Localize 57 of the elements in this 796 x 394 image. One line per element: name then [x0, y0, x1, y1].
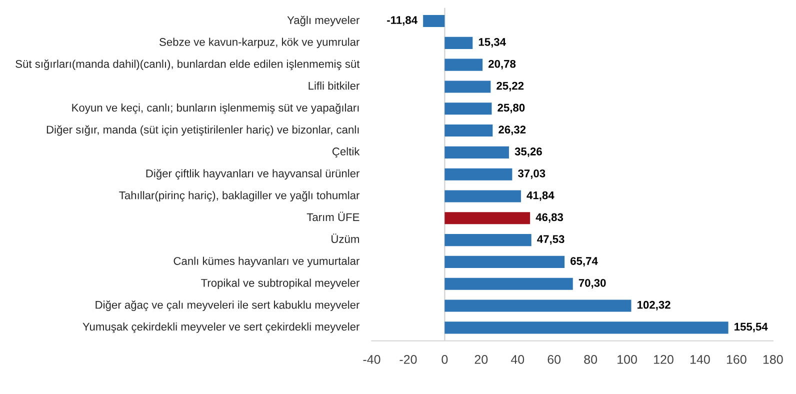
x-tick-label: 0: [442, 355, 448, 364]
x-tick-label: 100: [618, 355, 637, 364]
y-tick-label: Canlı kümes hayvanları ve yumurtalar: [174, 256, 360, 268]
y-tick-label: Yağlı meyveler: [287, 16, 360, 26]
y-tick-label: Sebze ve kavun-karpuz, kök ve yumrular: [160, 38, 360, 48]
y-tick-label: Tahıllar(pirinç hariç), baklagiller ve yağlı tohumlar: [119, 190, 360, 202]
data-label: -11,84: [387, 16, 418, 26]
data-label: 25,22: [496, 82, 524, 92]
bar: [444, 80, 491, 93]
data-label: 35,26: [514, 148, 542, 158]
bar: [444, 124, 493, 137]
y-tick-label: Çeltik: [332, 147, 360, 158]
data-label: 15,34: [478, 38, 506, 48]
y-tick-label: Yumuşak çekirdekli meyveler ve sert çekirdekli meyveler: [82, 322, 360, 333]
bar: [444, 212, 530, 224]
data-label: 25,80: [498, 104, 525, 114]
y-tick-label: Lifli bitkiler: [308, 82, 360, 90]
x-tick-label: 80: [584, 355, 598, 364]
y-tick-label: Tarım ÜFE: [306, 212, 360, 222]
y-tick-label: Diğer sığır, manda (süt için yetiştirilenler hariç) ve bizonlar, canlı: [46, 125, 359, 136]
data-label: 65,74: [570, 257, 598, 267]
bar: [444, 102, 492, 115]
data-label: 47,53: [537, 235, 564, 245]
x-tick-label: 140: [690, 355, 710, 364]
bar: [444, 322, 728, 334]
y-tick-label: Süt sığırları(manda dahil)(canlı), bunlardan elde edilen işlenmemiş süt: [16, 60, 360, 70]
bar: [444, 146, 509, 158]
data-label: 26,32: [498, 126, 526, 136]
data-label: 46,83: [536, 213, 564, 223]
x-tick-label: 20: [474, 355, 488, 364]
data-label: 70,30: [578, 278, 606, 288]
x-tick-label: -20: [400, 355, 417, 364]
bar: [444, 256, 565, 268]
bar: [444, 300, 632, 312]
x-tick-label: 60: [548, 355, 561, 364]
data-label: 20,78: [488, 60, 516, 70]
data-label: 155,54: [734, 322, 768, 332]
bar: [444, 278, 573, 290]
bar: [444, 36, 473, 49]
bar: [444, 234, 532, 246]
bar: [444, 168, 512, 180]
data-label: 41,84: [526, 191, 554, 201]
x-tick-label: 180: [763, 355, 783, 364]
data-label: 102,32: [638, 300, 670, 310]
x-tick-label: 120: [654, 355, 674, 364]
y-tick-label: Koyun ve keçi, canlı; bunların işlenmemiş süt ve yapağıları: [72, 103, 359, 114]
y-tick-label: Tropikal ve subtropikal meyveler: [201, 278, 360, 290]
x-tick-label: 40: [510, 355, 524, 364]
bar: [444, 190, 521, 202]
bar: [423, 15, 445, 28]
y-tick-label: Üzüm: [332, 234, 359, 244]
data-label: 37,03: [518, 169, 546, 179]
x-tick-label: -40: [363, 355, 380, 364]
bar: [444, 58, 483, 71]
x-tick-label: 160: [726, 355, 746, 364]
y-tick-label: Diğer ağaç ve çalı meyveleri ile sert kabuklu meyveler: [96, 300, 360, 312]
y-tick-label: Diğer çiftlik hayvanları ve hayvansal ürünler: [146, 169, 360, 180]
